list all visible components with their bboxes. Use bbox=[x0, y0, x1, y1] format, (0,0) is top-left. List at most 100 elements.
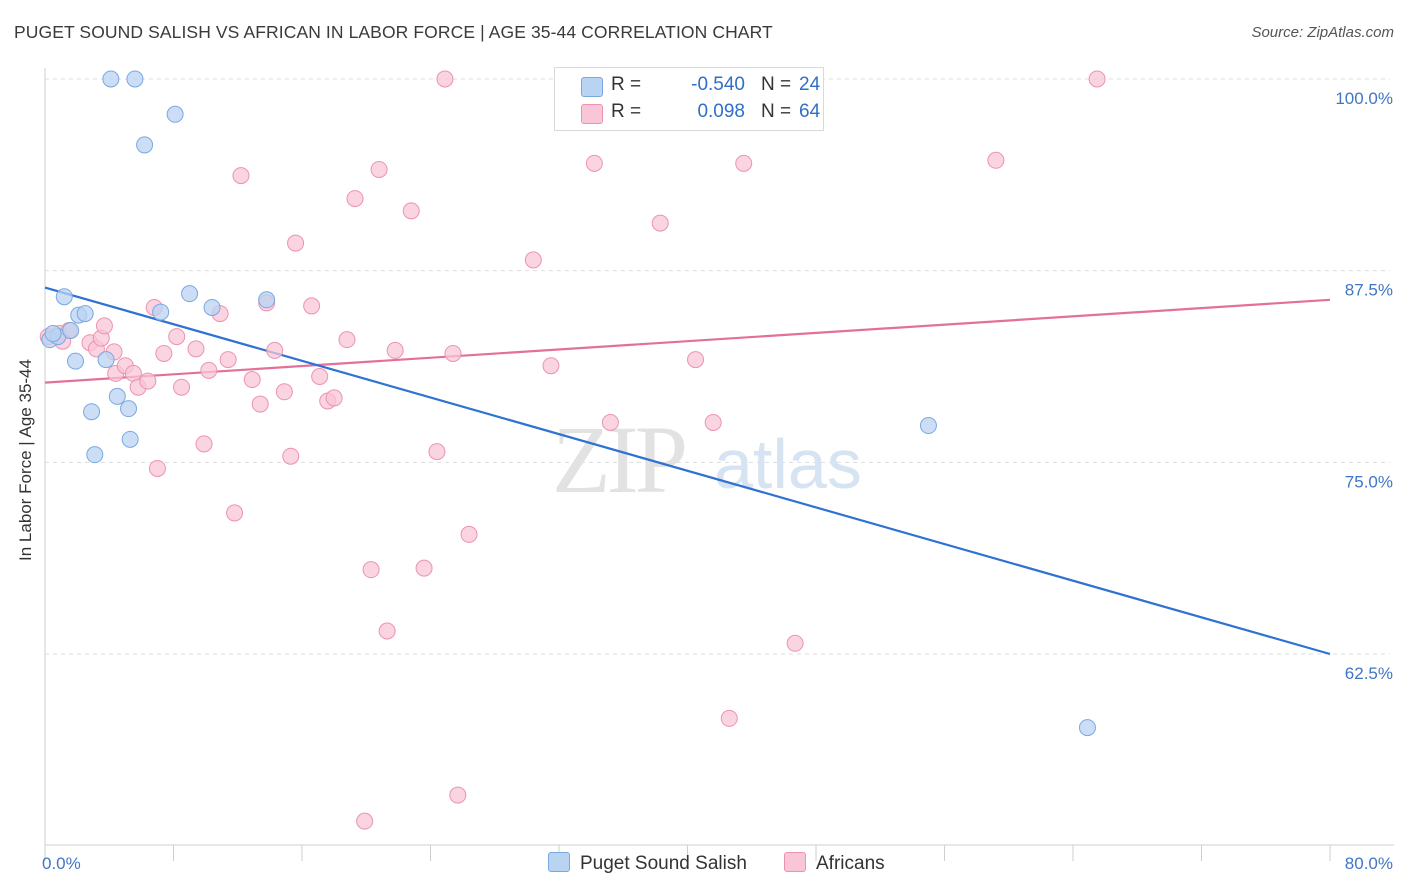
point-puget bbox=[152, 303, 170, 321]
legend-n-label: N = bbox=[761, 74, 792, 95]
point-africans bbox=[444, 344, 462, 362]
point-africans bbox=[148, 459, 166, 477]
watermark-atlas: atlas bbox=[714, 425, 862, 503]
point-africans bbox=[187, 340, 205, 358]
x-tick-labels: 0.0% 80.0% bbox=[42, 854, 1393, 873]
point-africans bbox=[687, 351, 705, 369]
watermark-zip: ZIP bbox=[552, 406, 685, 513]
point-africans bbox=[704, 413, 722, 431]
point-puget bbox=[258, 291, 276, 309]
correlation-legend: R = -0.540 N = 24 R = 0.098 N = 64 bbox=[554, 67, 824, 131]
legend-r-value: -0.540 bbox=[691, 74, 745, 95]
point-africans bbox=[287, 234, 305, 252]
series-legend-puget[interactable]: Puget Sound Salish bbox=[548, 852, 747, 875]
point-puget bbox=[126, 70, 144, 88]
point-puget bbox=[919, 417, 937, 435]
trend-line-africans bbox=[44, 298, 1331, 384]
legend-r-label: R = bbox=[611, 101, 642, 122]
point-africans bbox=[378, 622, 396, 640]
point-puget bbox=[166, 105, 184, 123]
legend-swatch-pink bbox=[581, 104, 603, 124]
point-africans bbox=[436, 70, 454, 88]
point-puget bbox=[102, 70, 120, 88]
y-axis-label: In Labor Force | Age 35-44 bbox=[16, 359, 35, 561]
x-tick-label-min: 0.0% bbox=[42, 854, 81, 873]
point-africans bbox=[338, 331, 356, 349]
point-africans bbox=[460, 525, 478, 543]
point-africans bbox=[402, 202, 420, 220]
point-africans bbox=[428, 443, 446, 461]
point-africans bbox=[243, 371, 261, 389]
point-africans bbox=[311, 367, 329, 385]
point-africans bbox=[303, 297, 321, 315]
series-swatch-blue bbox=[548, 852, 570, 872]
point-africans bbox=[362, 561, 380, 579]
series-label-puget: Puget Sound Salish bbox=[580, 853, 747, 874]
point-puget bbox=[44, 325, 62, 343]
y-tick-label: 100.0% bbox=[1335, 89, 1393, 108]
gridlines bbox=[45, 78, 1390, 655]
point-puget bbox=[86, 446, 104, 464]
point-africans bbox=[786, 634, 804, 652]
legend-swatch-blue bbox=[581, 77, 603, 97]
trend-lines bbox=[44, 286, 1331, 656]
point-africans bbox=[195, 435, 213, 453]
point-africans bbox=[585, 154, 603, 172]
point-puget bbox=[108, 387, 126, 405]
y-tick-label: 87.5% bbox=[1345, 281, 1393, 300]
point-africans bbox=[266, 341, 284, 359]
legend-r-label: R = bbox=[611, 74, 642, 95]
puget-sound-salish-points bbox=[41, 70, 1096, 737]
point-puget bbox=[55, 288, 73, 306]
point-puget bbox=[97, 351, 115, 369]
point-africans bbox=[325, 389, 343, 407]
point-africans bbox=[370, 160, 388, 178]
point-africans bbox=[232, 167, 250, 185]
point-africans bbox=[524, 251, 542, 269]
point-puget bbox=[120, 400, 138, 418]
point-puget bbox=[67, 352, 85, 370]
point-africans bbox=[735, 154, 753, 172]
point-africans bbox=[95, 317, 113, 335]
chart-title: PUGET SOUND SALISH VS AFRICAN IN LABOR F… bbox=[14, 22, 773, 42]
y-tick-labels: 62.5% 75.0% 87.5% 100.0% bbox=[1335, 89, 1393, 683]
point-africans bbox=[219, 351, 237, 369]
point-africans bbox=[168, 328, 186, 346]
point-africans bbox=[987, 151, 1005, 169]
point-africans bbox=[346, 190, 364, 208]
point-africans bbox=[226, 504, 244, 522]
point-africans bbox=[651, 214, 669, 232]
point-africans bbox=[601, 413, 619, 431]
series-legend-africans[interactable]: Africans bbox=[784, 852, 885, 875]
y-tick-label: 75.0% bbox=[1345, 472, 1393, 491]
point-africans bbox=[139, 372, 157, 390]
point-africans bbox=[720, 709, 738, 727]
point-puget bbox=[121, 430, 139, 448]
point-africans bbox=[542, 357, 560, 375]
point-puget bbox=[136, 136, 154, 154]
point-africans bbox=[251, 395, 269, 413]
trend-line-puget bbox=[44, 286, 1331, 656]
point-africans bbox=[386, 341, 404, 359]
legend-n-label: N = bbox=[761, 101, 792, 122]
point-puget bbox=[181, 285, 199, 303]
axes bbox=[44, 68, 1394, 861]
point-puget bbox=[76, 305, 94, 323]
point-puget bbox=[203, 298, 221, 316]
y-tick-label: 62.5% bbox=[1345, 664, 1393, 683]
x-tick-label-max: 80.0% bbox=[1345, 854, 1393, 873]
point-africans bbox=[200, 361, 218, 379]
point-puget bbox=[62, 321, 80, 339]
point-puget bbox=[1078, 719, 1096, 737]
watermark: ZIP atlas bbox=[552, 406, 862, 513]
point-africans bbox=[275, 383, 293, 401]
point-africans bbox=[282, 447, 300, 465]
point-africans bbox=[173, 378, 191, 396]
point-africans bbox=[1088, 70, 1106, 88]
legend-r-value: 0.098 bbox=[697, 101, 745, 122]
legend-n-value: 64 bbox=[799, 101, 821, 122]
legend-n-value: 24 bbox=[799, 74, 821, 95]
series-swatch-pink bbox=[784, 852, 806, 872]
source-credit: Source: ZipAtlas.com bbox=[1251, 24, 1394, 41]
